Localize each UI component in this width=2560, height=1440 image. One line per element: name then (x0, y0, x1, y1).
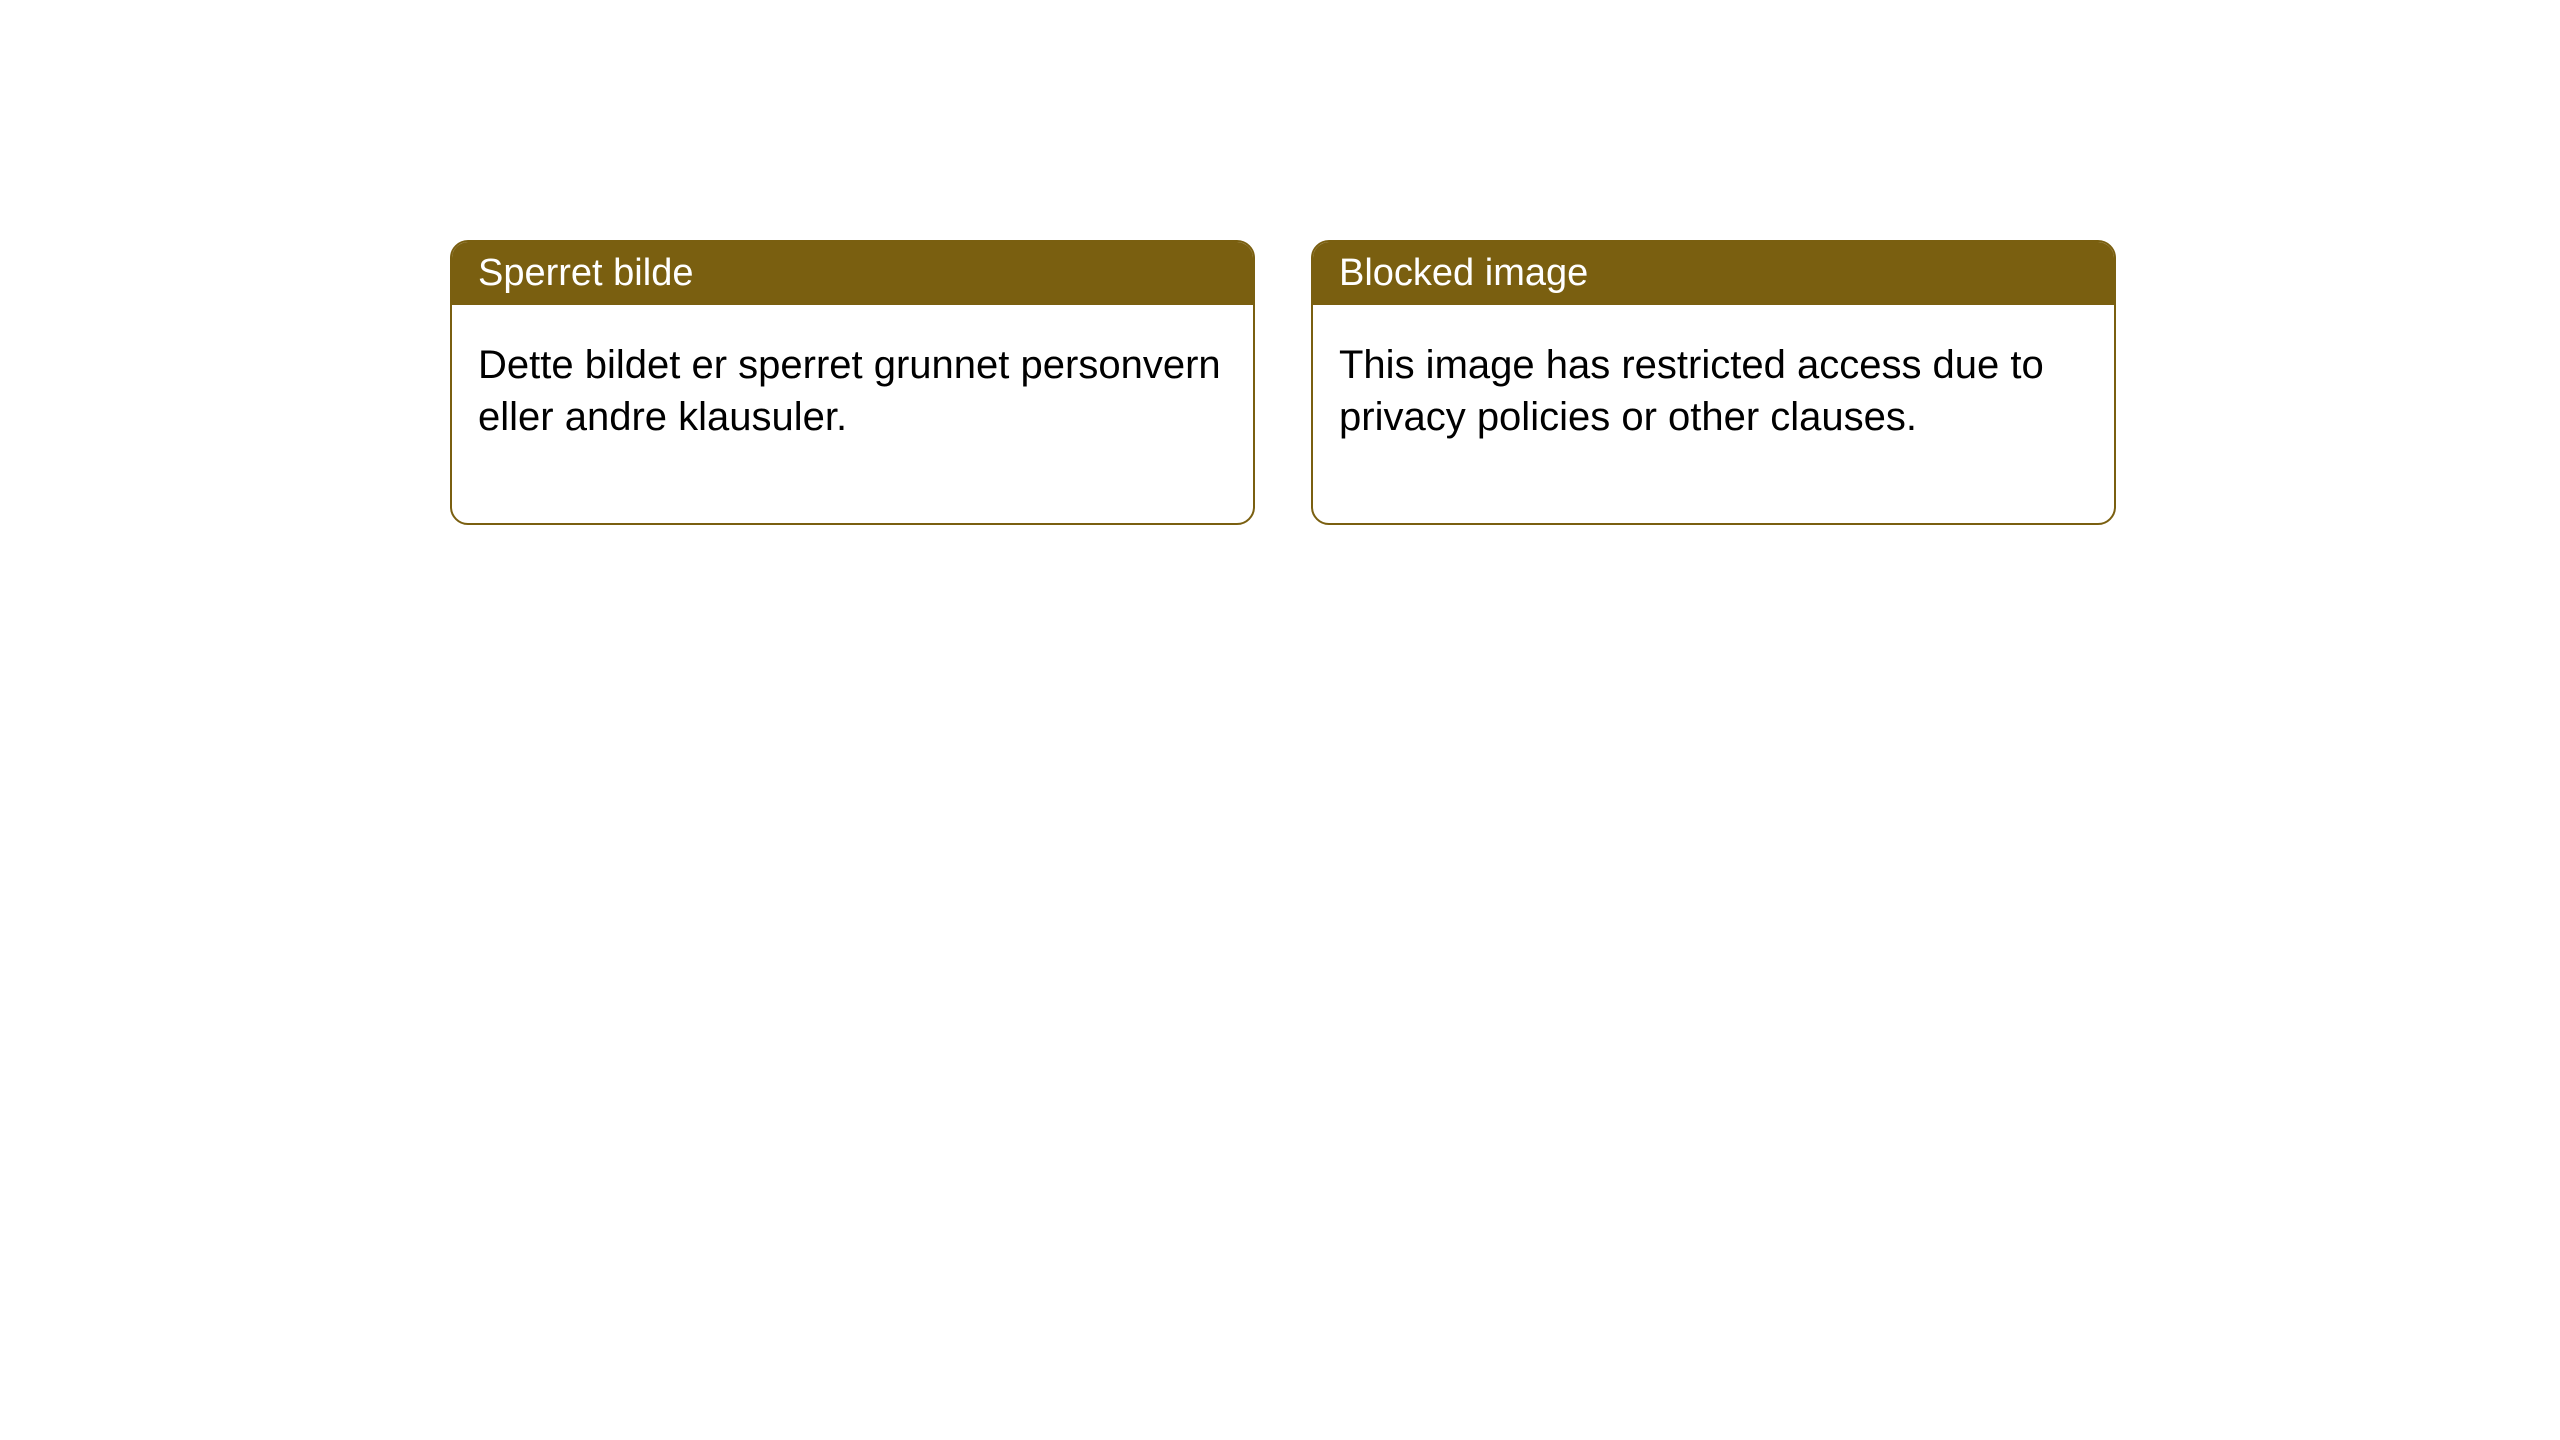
card-body-text: Dette bildet er sperret grunnet personve… (478, 343, 1221, 439)
card-header: Sperret bilde (452, 242, 1253, 305)
notice-container: Sperret bilde Dette bildet er sperret gr… (450, 240, 2116, 525)
card-body: This image has restricted access due to … (1313, 305, 2114, 523)
card-header: Blocked image (1313, 242, 2114, 305)
card-title: Blocked image (1339, 252, 1588, 294)
notice-card-norwegian: Sperret bilde Dette bildet er sperret gr… (450, 240, 1255, 525)
card-body: Dette bildet er sperret grunnet personve… (452, 305, 1253, 523)
card-title: Sperret bilde (478, 252, 693, 294)
card-body-text: This image has restricted access due to … (1339, 343, 2044, 439)
notice-card-english: Blocked image This image has restricted … (1311, 240, 2116, 525)
